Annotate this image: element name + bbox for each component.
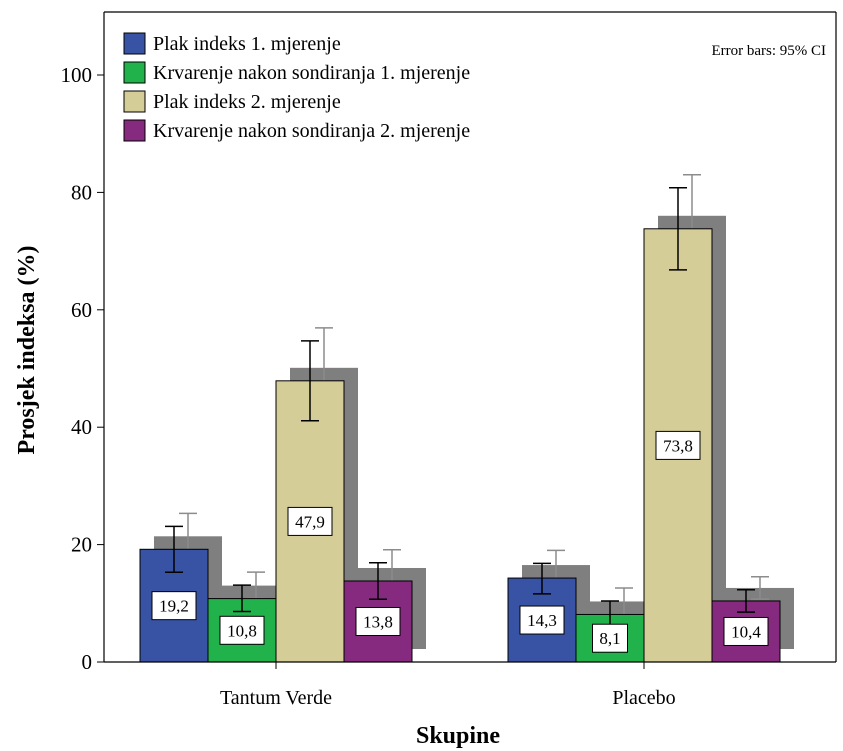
data-label: 47,9 [295,512,325,531]
data-label-box [519,605,565,635]
legend-label: Krvarenje nakon sondiranja 2. mjerenje [153,120,470,142]
legend: Plak indeks 1. mjerenje Krvarenje nakon s… [123,32,470,142]
y-tick-label: 100 [61,63,93,87]
legend-label: Plak indeks 1. mjerenje [153,33,341,55]
data-label-box [655,430,701,460]
data-label: 8,1 [599,629,620,648]
legend-swatch [123,61,146,84]
data-labels: 19,2 10,8 47,9 13,8 14,3 8,1 73,8 10,4 [151,430,769,653]
chart-note: Error bars: 95% CI [711,43,826,59]
legend-swatch [123,119,146,142]
y-ticks: 0 20 40 60 80 100 [61,63,104,674]
error-bars [165,186,755,630]
legend-swatch [123,32,146,55]
y-tick-label: 60 [71,298,92,322]
y-tick-label: 40 [71,415,92,439]
data-label: 10,4 [731,622,761,641]
data-label-box [592,623,628,653]
x-category-label: Tantum Verde [220,687,332,709]
legend-label: Plak indeks 2. mjerenje [153,91,341,113]
y-axis-title: Prosjek indeksa (%) [14,246,40,455]
data-label-box [219,615,265,645]
x-category-label: Placebo [612,687,675,709]
data-label-box [355,606,401,636]
data-label-box [723,616,769,646]
data-label: 13,8 [363,612,393,631]
y-tick-label: 80 [71,180,92,204]
legend-swatch [123,90,146,113]
data-label: 73,8 [663,436,693,455]
data-label: 10,8 [227,621,257,640]
data-label: 14,3 [527,611,557,630]
y-tick-label: 20 [71,533,92,557]
y-tick-label: 0 [82,650,93,674]
data-label: 19,2 [159,597,189,616]
x-categories: Tantum Verde Placebo [220,662,676,709]
axes [103,11,837,663]
data-label-box [287,506,333,536]
legend-label: Krvarenje nakon sondiranja 1. mjerenje [153,62,470,84]
data-label-box [151,591,197,621]
x-axis-title: Skupine [416,723,500,749]
